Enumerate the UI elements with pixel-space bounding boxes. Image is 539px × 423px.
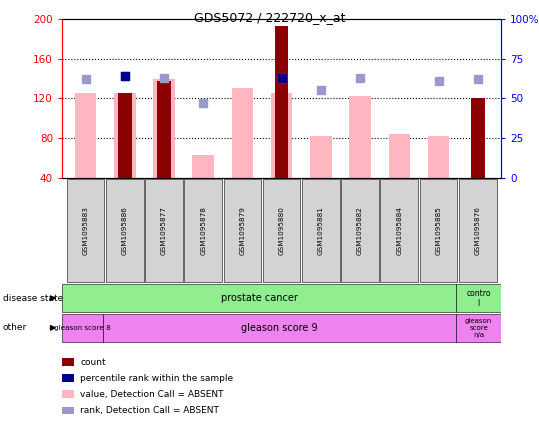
- Bar: [118, 93, 132, 178]
- FancyBboxPatch shape: [302, 179, 340, 283]
- Text: disease state: disease state: [3, 294, 63, 303]
- FancyBboxPatch shape: [67, 179, 105, 283]
- Bar: [349, 96, 371, 178]
- FancyBboxPatch shape: [62, 284, 456, 312]
- Text: GSM1095879: GSM1095879: [239, 206, 245, 255]
- Text: value, Detection Call = ABSENT: value, Detection Call = ABSENT: [80, 390, 224, 399]
- Text: GSM1095880: GSM1095880: [279, 206, 285, 255]
- Text: rank, Detection Call = ABSENT: rank, Detection Call = ABSENT: [80, 406, 219, 415]
- Text: GSM1095886: GSM1095886: [122, 206, 128, 255]
- Text: GSM1095884: GSM1095884: [396, 206, 402, 255]
- Text: prostate cancer: prostate cancer: [220, 293, 298, 303]
- Text: gleason score 9: gleason score 9: [241, 323, 318, 333]
- Text: GSM1095885: GSM1095885: [436, 206, 441, 255]
- Bar: [471, 99, 485, 178]
- Point: [356, 74, 364, 81]
- Bar: [62, 358, 74, 366]
- Text: GSM1095876: GSM1095876: [475, 206, 481, 255]
- FancyBboxPatch shape: [263, 179, 300, 283]
- Text: GSM1095878: GSM1095878: [200, 206, 206, 255]
- Text: gleason
score
n/a: gleason score n/a: [465, 318, 492, 338]
- FancyBboxPatch shape: [106, 179, 143, 283]
- Text: GSM1095883: GSM1095883: [82, 206, 88, 255]
- Point: [277, 74, 286, 81]
- FancyBboxPatch shape: [420, 179, 457, 283]
- FancyBboxPatch shape: [224, 179, 261, 283]
- Text: GDS5072 / 222720_x_at: GDS5072 / 222720_x_at: [194, 11, 345, 24]
- Point: [277, 74, 286, 81]
- FancyBboxPatch shape: [456, 314, 501, 342]
- Point: [120, 73, 129, 80]
- Point: [473, 76, 482, 83]
- FancyBboxPatch shape: [184, 179, 222, 283]
- Bar: [75, 93, 96, 178]
- Text: count: count: [80, 357, 106, 367]
- Bar: [275, 26, 288, 178]
- Point: [316, 87, 325, 94]
- Point: [434, 77, 443, 84]
- Text: GSM1095877: GSM1095877: [161, 206, 167, 255]
- Text: GSM1095881: GSM1095881: [318, 206, 324, 255]
- Bar: [389, 134, 410, 178]
- FancyBboxPatch shape: [62, 314, 103, 342]
- Bar: [428, 136, 450, 178]
- Bar: [157, 82, 171, 178]
- Bar: [192, 155, 214, 178]
- FancyBboxPatch shape: [459, 179, 496, 283]
- Bar: [114, 93, 135, 178]
- Text: percentile rank within the sample: percentile rank within the sample: [80, 374, 233, 383]
- Bar: [232, 88, 253, 178]
- FancyBboxPatch shape: [341, 179, 379, 283]
- FancyBboxPatch shape: [103, 314, 456, 342]
- Bar: [271, 93, 293, 178]
- Text: other: other: [3, 323, 27, 332]
- Text: gleason score 8: gleason score 8: [54, 325, 111, 331]
- Point: [160, 74, 168, 81]
- Point: [81, 76, 90, 83]
- FancyBboxPatch shape: [145, 179, 183, 283]
- Point: [199, 100, 208, 107]
- Bar: [62, 407, 74, 414]
- Bar: [62, 390, 74, 398]
- Text: GSM1095882: GSM1095882: [357, 206, 363, 255]
- Bar: [310, 136, 331, 178]
- FancyBboxPatch shape: [456, 284, 501, 312]
- Bar: [153, 79, 175, 178]
- Point: [120, 73, 129, 80]
- Bar: [62, 374, 74, 382]
- FancyBboxPatch shape: [381, 179, 418, 283]
- Text: contro
l: contro l: [466, 288, 491, 308]
